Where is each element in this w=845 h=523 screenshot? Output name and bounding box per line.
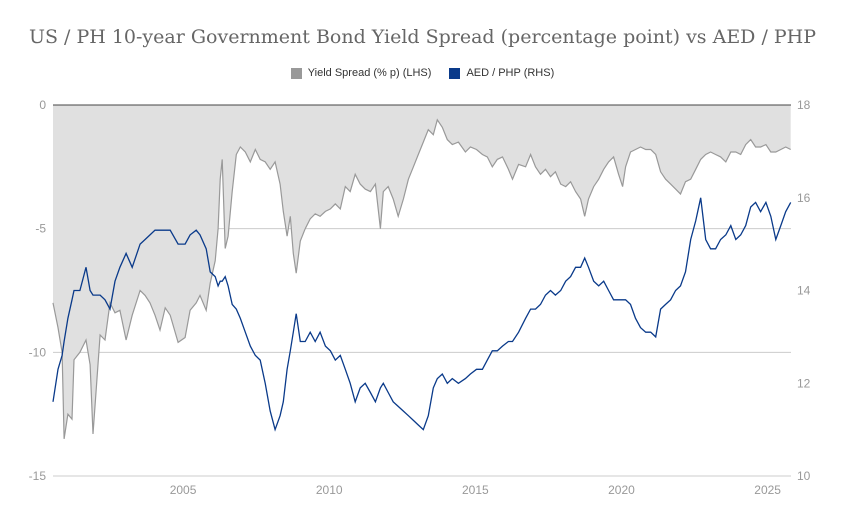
x-tick-label: 2020 <box>608 483 635 497</box>
legend-item-aed-php[interactable]: AED / PHP (RHS) <box>449 67 554 79</box>
yield-spread-line <box>52 118 791 439</box>
aed-php-line <box>52 197 792 432</box>
x-tick-label: 2005 <box>170 483 197 497</box>
x-tick-label: 2025 <box>754 483 781 497</box>
y-right-tick-label: 16 <box>797 191 811 205</box>
legend: Yield Spread (% p) (LHS) AED / PHP (RHS) <box>0 67 845 79</box>
legend-swatch-aed-php <box>449 67 461 79</box>
legend-swatch-yield-spread <box>290 67 302 79</box>
y-right-tick-label: 12 <box>797 376 811 390</box>
legend-item-yield-spread[interactable]: Yield Spread (% p) (LHS) <box>290 67 432 79</box>
x-tick-label: 2010 <box>316 483 343 497</box>
yield-spread-area <box>53 105 791 439</box>
legend-label-yield-spread: Yield Spread (% p) (LHS) <box>307 67 432 79</box>
y-left-tick-label: 0 <box>39 98 46 112</box>
y-right-tick-label: 10 <box>797 469 811 483</box>
y-right-tick-label: 18 <box>797 98 811 112</box>
y-left-tick-label: -5 <box>35 222 46 236</box>
y-right-tick-label: 14 <box>797 284 811 298</box>
y-left-tick-label: -15 <box>29 469 47 483</box>
y-left-tick-label: -10 <box>29 345 47 359</box>
chart-title: US / PH 10-year Government Bond Yield Sp… <box>28 26 817 48</box>
x-tick-label: 2015 <box>462 483 489 497</box>
legend-label-aed-php: AED / PHP (RHS) <box>466 67 555 79</box>
